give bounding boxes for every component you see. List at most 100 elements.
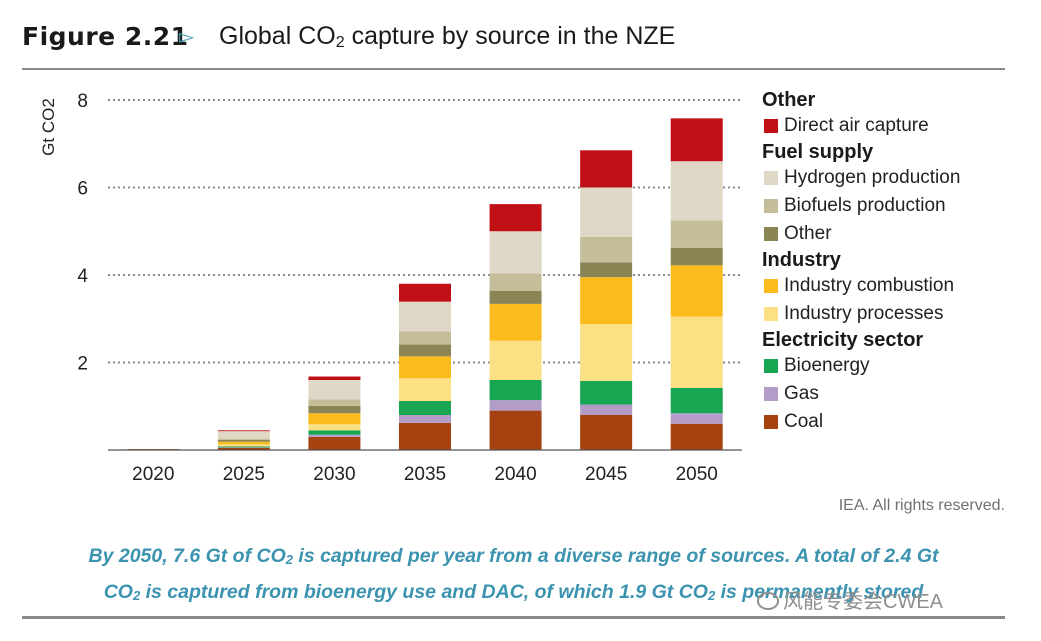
bar-segment-biofuels-production: [217, 438, 270, 440]
bar-segment-direct-air-capture: [308, 376, 361, 380]
caption-text: is captured from bioenergy use and DAC, …: [140, 581, 708, 603]
bar-segment-industry-processes: [670, 316, 723, 388]
figure-title-suffix: capture by source in the NZE: [344, 22, 676, 50]
bar-segment-coal: [489, 410, 542, 450]
bar-segment-coal: [580, 415, 633, 450]
watermark: 风能专委会CWEA: [757, 585, 943, 614]
bar-segment-biofuels-production: [308, 399, 361, 406]
legend-swatch: [764, 119, 778, 133]
legend-item: Bioenergy: [762, 352, 1032, 380]
legend-item: Coal: [762, 408, 1032, 436]
y-tick-label: 4: [77, 266, 88, 287]
bar-segment-bioenergy: [670, 387, 723, 414]
legend-group-title: Other: [762, 89, 816, 111]
bar-segment-biofuels-production: [489, 273, 542, 291]
legend-item: Direct air capture: [762, 112, 1032, 140]
legend-swatch: [764, 199, 778, 213]
bar-segment-other: [580, 262, 633, 278]
legend-swatch: [764, 387, 778, 401]
bar-segment-hydrogen-production: [399, 301, 451, 332]
legend-label: Biofuels production: [784, 195, 946, 216]
legend-group-title: Fuel supply: [762, 141, 874, 163]
bar-segment-bioenergy: [399, 401, 451, 415]
legend-swatch: [764, 359, 778, 373]
caption-subscript: 2: [707, 588, 716, 603]
bar-segment-hydrogen-production: [489, 231, 542, 274]
bar-segment-industry-processes: [399, 378, 451, 401]
legend-label: Industry combustion: [784, 275, 955, 296]
top-rule: [22, 68, 1005, 70]
bar-segment-industry-processes: [580, 324, 633, 381]
wechat-icon: [757, 592, 779, 610]
bar-segment-direct-air-capture: [217, 430, 270, 432]
legend-label: Hydrogen production: [784, 167, 961, 188]
credit-text: IEA. All rights reserved.: [838, 497, 1005, 514]
bar-segment-gas: [670, 413, 723, 424]
bars: [127, 118, 723, 450]
legend-item: Other: [762, 220, 1032, 248]
stacked-bar-chart: 2 4 6 8 Gt CO2 2020 2025 2030 2035 2040 2045 2050: [39, 91, 742, 485]
bar-segment-other: [217, 439, 270, 442]
figure-title-subscript: 2: [335, 34, 345, 51]
bar-segment-coal: [217, 447, 270, 450]
bar-segment-industry-processes: [217, 444, 270, 447]
legend-swatch: [764, 415, 778, 429]
legend-label: Direct air capture: [784, 115, 929, 136]
bar-segment-industry-combustion: [399, 356, 451, 379]
legend-label: Bioenergy: [784, 355, 870, 376]
legend-item: Hydrogen production: [762, 164, 1032, 192]
x-tick-label: 2035: [404, 464, 446, 485]
bar-segment-other: [399, 344, 451, 357]
watermark-text: 风能专委会CWEA: [783, 591, 943, 613]
x-tick-label: 2045: [585, 464, 627, 485]
bar-segment-industry-combustion: [580, 277, 633, 324]
caption-text: CO: [103, 581, 133, 603]
bar-segment-hydrogen-production: [217, 431, 270, 439]
y-tick-label: 8: [77, 91, 88, 112]
figure-number: Figure 2.21: [22, 22, 189, 51]
bar-segment-direct-air-capture: [489, 204, 542, 232]
bar-segment-gas: [399, 415, 451, 423]
caption-line-1: By 2050, 7.6 Gt of CO2 is captured per y…: [22, 540, 1005, 576]
y-axis-label: Gt CO2: [39, 98, 58, 156]
legend-swatch: [764, 279, 778, 293]
legend-swatch: [764, 307, 778, 321]
legend-label: Industry processes: [784, 303, 944, 324]
bar-segment-bioenergy: [580, 380, 633, 405]
bar-segment-direct-air-capture: [399, 283, 451, 302]
bottom-rule: [22, 616, 1005, 619]
bar-segment-industry-combustion: [308, 413, 361, 425]
legend-label: Coal: [784, 411, 824, 432]
bar-segment-industry-combustion: [217, 441, 270, 445]
legend-item: Industry processes: [762, 300, 1032, 328]
axes: 2 4 6 8 Gt CO2 2020 2025 2030 2035 2040 2045 2050: [39, 91, 742, 485]
figure-caption: By 2050, 7.6 Gt of CO2 is captured per y…: [22, 540, 1005, 612]
bar-segment-hydrogen-production: [670, 161, 723, 221]
chart-legend: Other Direct air capture Fuel supply Hydrog…: [762, 88, 1032, 436]
bar-segment-direct-air-capture: [670, 118, 723, 162]
bar-segment-gas: [217, 447, 270, 448]
caption-subscript: 2: [132, 588, 141, 603]
legend-group-title: Industry: [762, 249, 841, 271]
x-tick-label: 2040: [494, 464, 536, 485]
bar-segment-direct-air-capture: [580, 150, 633, 188]
bar-segment-bioenergy: [308, 430, 361, 435]
y-tick-label: 2: [77, 354, 88, 375]
bar-segment-industry-processes: [308, 424, 361, 431]
caption-text: By 2050, 7.6 Gt of CO: [88, 545, 286, 567]
x-tick-label: 2030: [313, 464, 355, 485]
bar-segment-bioenergy: [217, 446, 270, 448]
x-tick-label: 2020: [132, 464, 174, 485]
bar-segment-other: [308, 405, 361, 414]
bar-segment-industry-combustion: [670, 265, 723, 317]
bar-segment-coal: [308, 436, 361, 450]
legend-item: Gas: [762, 380, 1032, 408]
bar-segment-gas: [580, 404, 633, 415]
bar-segment-biofuels-production: [670, 220, 723, 248]
bar-segment-coal: [399, 422, 451, 450]
legend-swatch: [764, 227, 778, 241]
bar-segment-biofuels-production: [399, 331, 451, 345]
bar-segment-gas: [489, 400, 542, 411]
bar-segment-industry-processes: [489, 340, 542, 380]
figure-title: Global CO2 capture by source in the NZE: [219, 22, 675, 52]
